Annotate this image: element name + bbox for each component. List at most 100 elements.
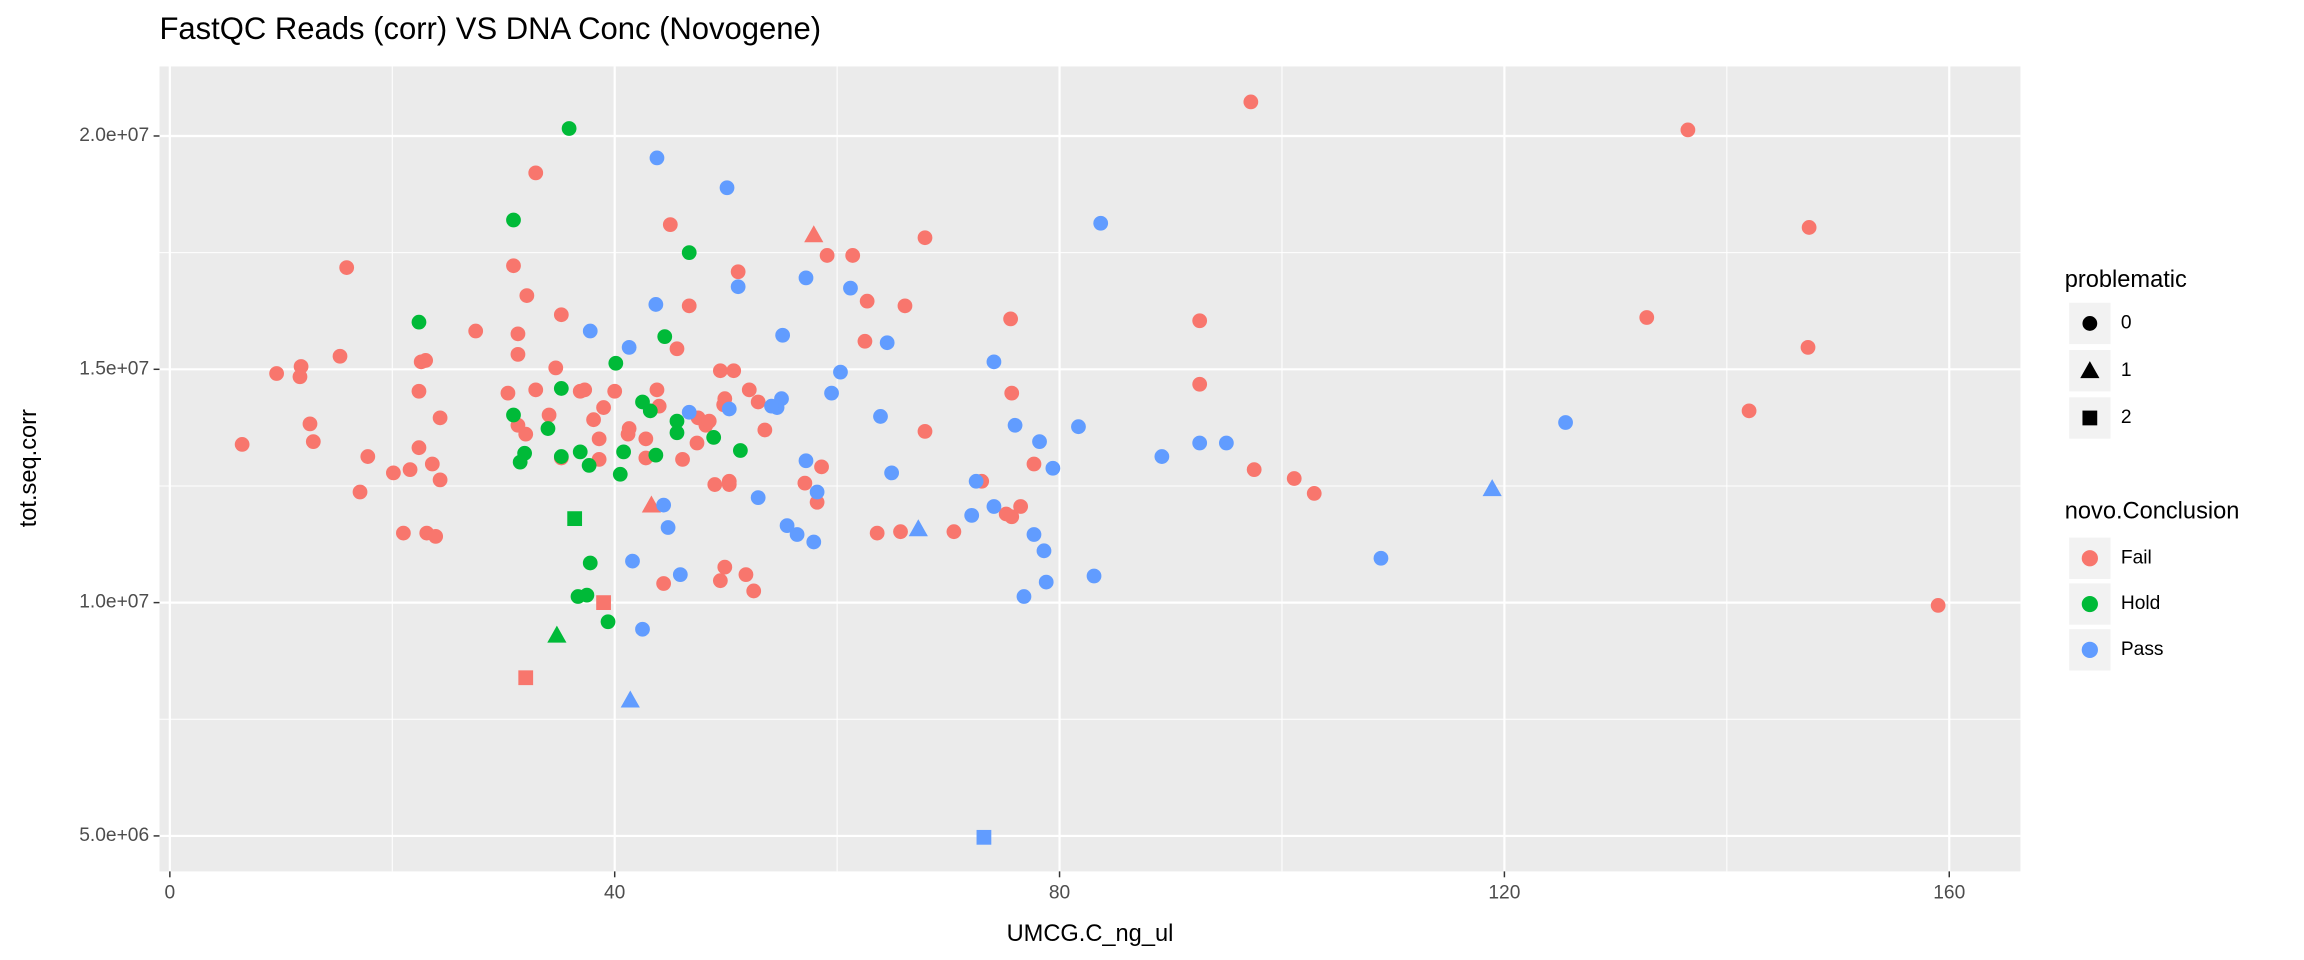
data-point: [738, 567, 754, 582]
data-point: [672, 567, 688, 582]
data-point: [1004, 509, 1020, 525]
data-point: [1680, 122, 1696, 138]
data-point: [625, 553, 640, 569]
data-point: [1246, 462, 1262, 478]
data-point: [824, 385, 839, 401]
data-point: [1286, 471, 1302, 486]
x-tick-label: 160: [1933, 883, 1965, 904]
legend-label: 1: [2121, 360, 2132, 381]
data-point: [750, 394, 766, 410]
legend-label: Fail: [2121, 547, 2152, 568]
legend-label: Pass: [2121, 639, 2164, 660]
legend-symbol: [2082, 410, 2098, 426]
color-legend-title: novo.Conclusion: [2065, 499, 2240, 525]
data-point: [681, 245, 697, 261]
plot-panel: [159, 66, 2021, 872]
data-point: [657, 329, 673, 345]
data-point: [712, 573, 728, 589]
data-point: [706, 430, 722, 445]
data-point: [1016, 589, 1032, 604]
data-point: [1482, 479, 1502, 497]
data-point: [517, 445, 533, 461]
data-point: [648, 447, 664, 463]
data-point: [879, 335, 895, 351]
data-point: [917, 230, 933, 246]
data-point: [528, 165, 544, 181]
data-point: [519, 288, 535, 303]
data-point: [917, 423, 933, 439]
legend-label: Hold: [2121, 593, 2160, 614]
x-axis-title: UMCG.C_ng_ul: [1007, 921, 1174, 947]
data-point: [596, 595, 611, 610]
data-point: [1801, 220, 1817, 235]
data-point: [1038, 574, 1054, 590]
data-point: [986, 499, 1002, 514]
data-point: [500, 385, 516, 401]
x-tick-label: 0: [165, 883, 176, 904]
data-point: [746, 583, 762, 599]
data-point: [553, 381, 569, 396]
data-point: [506, 258, 521, 274]
data-point: [809, 484, 825, 500]
data-point: [730, 279, 746, 295]
y-tick-label: 1.0e+07: [79, 592, 149, 613]
data-point: [432, 472, 448, 488]
data-point: [1026, 456, 1042, 472]
data-point: [1086, 568, 1102, 584]
data-point: [1045, 460, 1061, 476]
data-point: [418, 353, 434, 368]
data-point: [779, 518, 795, 534]
data-point: [1071, 419, 1086, 435]
data-point: [612, 466, 628, 482]
data-point: [360, 449, 376, 464]
data-point: [814, 459, 829, 475]
data-point: [641, 495, 662, 513]
data-point: [582, 555, 598, 571]
data-point: [764, 398, 779, 414]
data-point: [648, 297, 664, 312]
data-point: [884, 465, 900, 481]
data-point: [1003, 311, 1019, 327]
data-point: [411, 314, 427, 330]
shape-legend-title: problematic: [2065, 267, 2187, 293]
x-tick-label: 80: [1049, 883, 1070, 904]
data-point: [656, 497, 672, 513]
data-point: [1154, 449, 1170, 464]
data-point: [553, 307, 569, 323]
data-point: [506, 407, 521, 423]
data-point: [1558, 415, 1573, 430]
data-point: [621, 339, 637, 355]
data-point: [1032, 434, 1047, 450]
data-point: [293, 359, 309, 374]
data-point: [510, 346, 526, 362]
data-point: [833, 364, 848, 380]
data-point: [567, 511, 583, 527]
data-point: [572, 444, 588, 460]
data-point: [1192, 435, 1208, 451]
data-point: [660, 520, 676, 535]
data-point: [964, 507, 980, 523]
data-point: [635, 621, 650, 637]
legend-label: 0: [2121, 313, 2132, 334]
legend-symbol: [2081, 641, 2098, 658]
legend-symbol: [2082, 316, 2098, 331]
data-point: [721, 477, 737, 492]
data-point: [402, 462, 418, 478]
data-point: [1026, 527, 1042, 542]
x-tick-label: 120: [1488, 883, 1520, 904]
data-point: [843, 280, 858, 296]
data-point: [732, 443, 748, 458]
data-point: [845, 248, 861, 263]
data-point: [908, 519, 928, 537]
data-point: [581, 458, 597, 473]
data-point: [386, 465, 401, 481]
data-point: [797, 475, 813, 491]
data-point: [596, 400, 611, 415]
data-point: [1741, 403, 1757, 419]
data-point: [946, 524, 962, 540]
data-point: [1013, 499, 1029, 514]
data-point: [518, 426, 534, 442]
data-point: [1093, 215, 1109, 231]
